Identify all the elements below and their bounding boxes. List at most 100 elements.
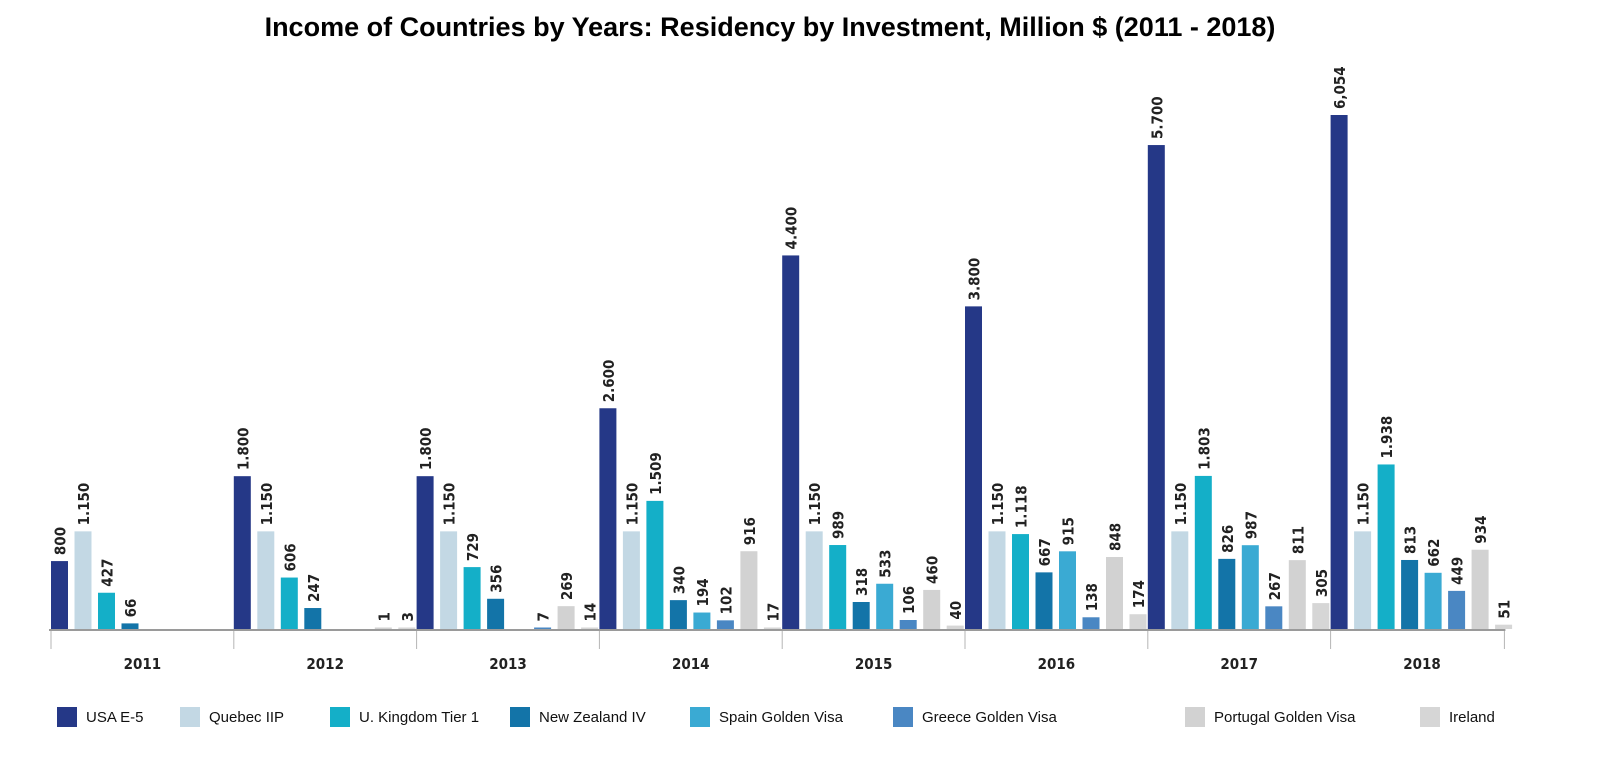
data-label: 40	[947, 601, 965, 620]
bar	[1265, 606, 1283, 629]
bar	[1312, 603, 1330, 629]
bar	[1147, 145, 1165, 630]
data-label: 934	[1472, 516, 1490, 544]
legend-item: New Zealand IV	[510, 707, 646, 727]
bar	[1059, 551, 1076, 629]
data-label: 1.118	[1013, 485, 1031, 528]
bar	[646, 500, 664, 629]
data-label: 533	[877, 550, 895, 578]
legend-label: Portugal Golden Visa	[1214, 708, 1356, 726]
bar	[557, 606, 575, 629]
legend-item: U. Kingdom Tier 1	[330, 707, 479, 727]
bar	[829, 545, 847, 629]
bar	[1424, 572, 1442, 629]
bar	[304, 608, 322, 629]
bar	[693, 612, 711, 629]
bar	[1082, 617, 1100, 629]
bar	[1401, 559, 1419, 629]
legend-item: Greece Golden Visa	[893, 707, 1057, 727]
legend-label: Greece Golden Visa	[922, 708, 1057, 726]
data-label: 449	[1449, 557, 1467, 585]
legend-item: Spain Golden Visa	[690, 707, 843, 727]
data-label: 848	[1107, 523, 1125, 551]
data-label: 1.803	[1195, 427, 1213, 470]
data-label: 305	[1313, 569, 1331, 597]
bar	[1448, 590, 1466, 629]
data-label: 66	[122, 599, 140, 618]
bar	[280, 577, 298, 629]
bar	[257, 531, 275, 629]
data-label: 1	[375, 612, 393, 621]
bar	[1035, 572, 1053, 629]
bar	[1129, 614, 1147, 629]
data-label: 5.700	[1148, 96, 1166, 139]
data-label: 1.509	[647, 452, 665, 495]
data-label: 3	[399, 612, 417, 621]
bar	[487, 598, 505, 629]
bar	[1106, 557, 1123, 629]
bar	[763, 627, 781, 629]
bar	[1171, 531, 1189, 629]
data-label: 269	[558, 572, 576, 600]
data-label: 267	[1266, 572, 1284, 600]
legend-swatch	[510, 707, 530, 727]
bar	[923, 589, 941, 629]
bar	[740, 551, 758, 629]
x-tick-label: 2018	[1403, 655, 1441, 673]
legend-swatch	[893, 707, 913, 727]
x-tick-label: 2016	[1038, 655, 1076, 673]
bar	[599, 408, 617, 629]
bar	[416, 476, 434, 629]
bar	[51, 561, 68, 629]
legend-label: U. Kingdom Tier 1	[359, 708, 480, 726]
bar	[98, 592, 115, 629]
legend-label: Quebec IIP	[209, 708, 285, 726]
x-tick-label: 2015	[855, 655, 893, 673]
bar	[398, 627, 416, 629]
bar-chart: 2011 2012 2013 2014 2015 2016 2017 2018 800 1.800…	[49, 66, 1514, 673]
bar	[1288, 560, 1306, 629]
data-label: 987	[1242, 511, 1260, 539]
data-label: 174	[1130, 580, 1148, 608]
data-label: 356	[488, 565, 506, 593]
data-label: 1.150	[1355, 483, 1373, 526]
bar	[440, 531, 458, 629]
legend-swatch	[1185, 707, 1205, 727]
bar	[233, 476, 251, 629]
bar	[374, 627, 392, 629]
bar	[1471, 549, 1489, 629]
legend-item: Quebec IIP	[180, 707, 284, 727]
legend-item: Ireland	[1420, 707, 1495, 727]
data-label: 460	[924, 556, 942, 584]
bar	[74, 531, 92, 629]
legend-swatch	[57, 707, 77, 727]
bar	[121, 623, 139, 629]
data-label: 6,054	[1331, 66, 1349, 109]
data-label: 667	[1036, 538, 1054, 566]
bar	[1194, 475, 1212, 629]
data-label: 916	[741, 517, 759, 545]
bar	[1330, 115, 1348, 629]
legend-label: USA E-5	[86, 708, 144, 726]
legend-swatch	[1420, 707, 1440, 727]
data-label: 1.150	[258, 483, 276, 526]
x-tick-label: 2012	[306, 655, 344, 673]
bar	[1377, 464, 1395, 629]
bar	[622, 531, 640, 629]
data-label: 1.150	[989, 483, 1007, 526]
x-tick-label: 2011	[124, 655, 162, 673]
x-tick-label: 2014	[672, 655, 710, 673]
bar	[782, 255, 800, 629]
data-label: 1.800	[234, 427, 252, 470]
data-label: 2.600	[600, 360, 618, 403]
bar	[1495, 624, 1513, 629]
data-label: 813	[1402, 526, 1420, 554]
data-label: 318	[853, 568, 871, 596]
data-label: 1.150	[1172, 483, 1190, 526]
data-label: 1.938	[1378, 416, 1396, 459]
data-label: 340	[670, 566, 688, 594]
data-label: 989	[830, 511, 848, 539]
data-label: 915	[1060, 517, 1078, 545]
data-label: 1.150	[75, 483, 93, 526]
bar	[463, 567, 481, 629]
